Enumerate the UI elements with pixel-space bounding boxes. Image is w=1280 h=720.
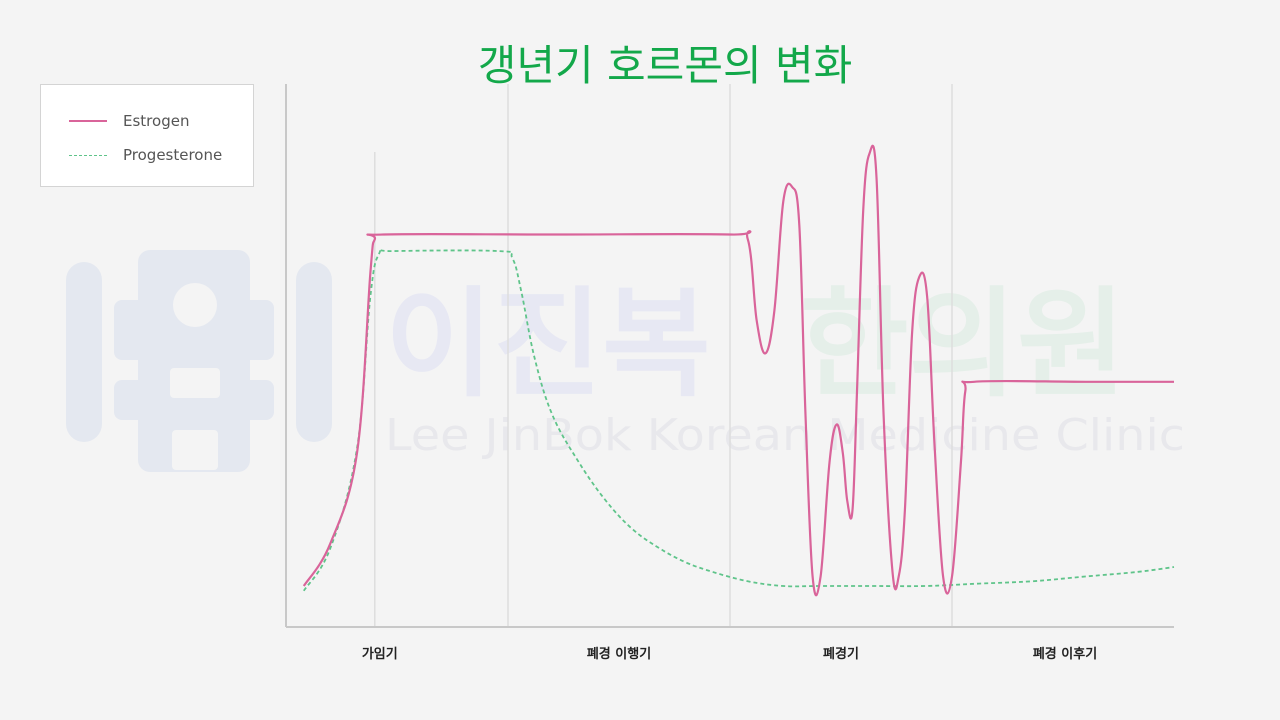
watermark: 이진복 한의원 Lee JinBok Korean Medicine Clini… — [66, 250, 1185, 472]
series-line-estrogen — [302, 144, 1174, 597]
legend-label: Estrogen — [123, 112, 190, 130]
category-label: 폐경기 — [823, 646, 859, 662]
axes — [285, 84, 1174, 628]
legend-item-estrogen: Estrogen — [69, 111, 189, 131]
watermark-name-part1: 이진복 — [385, 275, 711, 413]
legend-label: Progesterone — [123, 146, 223, 164]
watermark-subtitle: Lee JinBok Korean Medicine Clinic — [385, 410, 1185, 461]
phase-divider-lines — [374, 84, 953, 627]
legend-swatch — [69, 120, 107, 122]
legend: Estrogen Progesterone — [40, 84, 254, 187]
watermark-name-part2: 한의원 — [800, 275, 1126, 413]
category-labels: 가임기 폐경 이행기 폐경기 폐경 이후기 — [362, 646, 1097, 662]
category-label: 폐경 이후기 — [1033, 646, 1097, 662]
category-label: 폐경 이행기 — [587, 646, 651, 662]
legend-item-progesterone: Progesterone — [69, 145, 222, 165]
chart-title: 갱년기 호르몬의 변화 — [477, 41, 853, 90]
legend-swatch — [69, 154, 107, 156]
watermark-logo — [66, 250, 332, 472]
series-layer — [302, 144, 1175, 597]
watermark-logo-inner — [170, 283, 220, 470]
category-label: 가임기 — [362, 647, 398, 662]
